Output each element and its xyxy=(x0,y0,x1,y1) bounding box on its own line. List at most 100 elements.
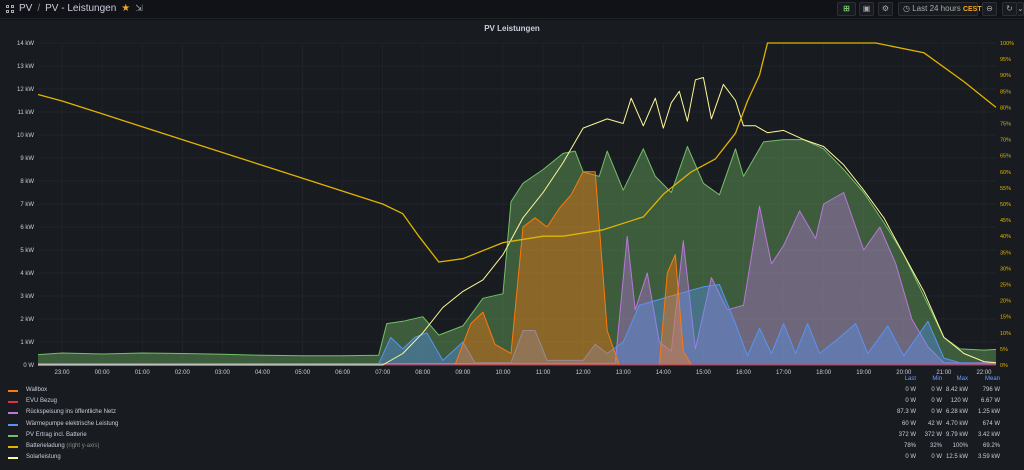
legend-series-name[interactable]: Rückspeisung ins öffentliche Netz xyxy=(26,409,116,415)
legend-value-max: 6.28 kW xyxy=(945,409,968,416)
time-range-label: Last 24 hours xyxy=(912,4,961,13)
gear-icon[interactable]: ⚙ xyxy=(878,2,893,16)
x-tick-label: 08:00 xyxy=(415,370,431,376)
share-icon[interactable]: ⇲ xyxy=(135,3,143,13)
legend-value-max: 120 W xyxy=(950,398,968,405)
y-left-tick-label: 14 kW xyxy=(17,41,34,47)
save-icon[interactable]: ▣ xyxy=(859,2,874,16)
legend-row[interactable]: Rückspeisung ins öffentliche Netz 87.3 W 0… xyxy=(6,407,1016,419)
legend-row[interactable]: Batterieladung (right y-axis) 78% 32% 100% 6… xyxy=(6,441,1016,453)
star-icon[interactable]: ★ xyxy=(121,3,131,14)
legend-value-min: 42 W xyxy=(927,420,942,427)
add-panel-button[interactable]: ⊞ xyxy=(837,2,856,16)
series-area-wallbox xyxy=(38,171,996,365)
legend-value-mean: 674 W xyxy=(982,420,1000,427)
zoom-out-icon[interactable]: ⊖ xyxy=(982,2,997,16)
x-tick-label: 00:00 xyxy=(95,370,111,376)
legend-value-last: 372 W xyxy=(898,431,916,438)
legend-value-max: 4.70 kW xyxy=(945,420,968,427)
series-line-wallbox[interactable] xyxy=(38,171,996,366)
legend-column-min[interactable]: Min xyxy=(932,376,942,382)
legend-value-min: 372 W xyxy=(924,431,942,438)
breadcrumb-folder[interactable]: PV xyxy=(19,3,33,14)
series-line-batterieladung[interactable] xyxy=(37,42,997,263)
x-tick-label: 23:00 xyxy=(55,370,71,376)
legend-swatch xyxy=(8,412,18,415)
series-area-r-ckspeisung-ins-ffentliche-netz xyxy=(38,192,996,365)
breadcrumb-dashboard[interactable]: PV - Leistungen xyxy=(45,3,117,14)
panel-title: PV Leistungen xyxy=(484,24,540,33)
y-right-tick-label: 30% xyxy=(1000,266,1011,272)
y-right-tick-label: 95% xyxy=(1000,57,1011,63)
y-right-tick-label: 40% xyxy=(1000,234,1011,240)
x-tick-label: 19:00 xyxy=(856,370,872,376)
series-line-r-ckspeisung-ins-ffentliche-netz[interactable] xyxy=(37,192,997,365)
x-tick-label: 17:00 xyxy=(776,370,792,376)
y-left-tick-label: 4 kW xyxy=(20,271,34,277)
legend-value-mean: 3.42 kW xyxy=(977,431,1000,438)
legend-column-max[interactable]: Max xyxy=(956,376,968,382)
y-right-tick-label: 55% xyxy=(1000,186,1011,192)
y-right-tick-label: 15% xyxy=(1000,315,1011,321)
y-left-tick-label: 12 kW xyxy=(17,87,34,93)
x-tick-label: 12:00 xyxy=(576,370,592,376)
legend-row[interactable]: PV Ertrag incl. Batterie 372 W 372 W 9.79 k… xyxy=(6,430,1016,442)
refresh-icon[interactable]: ↻ xyxy=(1002,2,1017,16)
legend-column-mean[interactable]: Mean xyxy=(984,376,1000,382)
y-left-tick-label: 11 kW xyxy=(17,110,34,116)
apps-grid-icon[interactable] xyxy=(6,4,14,13)
legend-swatch xyxy=(8,423,18,426)
legend-value-min: 0 W xyxy=(931,398,942,405)
legend-column-last[interactable]: Last xyxy=(904,376,916,382)
graph-panel xyxy=(0,20,1024,470)
y-left-tick-label: 0 W xyxy=(23,363,34,369)
legend-series-name[interactable]: Wärmepumpe elektrische Leistung xyxy=(26,421,118,427)
series-line-solarleistung[interactable] xyxy=(38,77,997,366)
legend-value-mean: 796 W xyxy=(982,387,1000,393)
legend-swatch xyxy=(8,457,18,460)
x-tick-label: 01:00 xyxy=(135,370,151,376)
legend-series-label: Wärmepumpe elektrische Leistung xyxy=(26,420,119,427)
x-tick-label: 11:00 xyxy=(536,370,551,376)
legend-series-label: Batterieladung xyxy=(26,443,65,449)
x-tick-label: 21:00 xyxy=(936,370,952,376)
y-right-tick-label: 5% xyxy=(1000,347,1008,353)
legend-value-mean: 6.67 W xyxy=(980,398,1000,405)
legend-swatch xyxy=(8,401,18,404)
legend-series-name[interactable]: EVU Bezug xyxy=(26,398,57,404)
y-left-tick-label: 13 kW xyxy=(17,64,34,70)
legend-swatch xyxy=(8,434,18,437)
clock-icon: ◷ xyxy=(903,4,910,13)
legend-series-label: PV Ertrag incl. Batterie xyxy=(26,431,87,438)
series-area-w-rmepumpe-elektrische-leistung xyxy=(38,284,996,365)
y-left-tick-label: 8 kW xyxy=(20,179,34,185)
x-tick-label: 10:00 xyxy=(495,370,511,376)
y-right-tick-label: 75% xyxy=(1000,122,1011,128)
breadcrumb-separator: / xyxy=(37,3,41,14)
legend-series-name[interactable]: Batterieladung (right y-axis) xyxy=(26,443,99,449)
timezone-label: CEST xyxy=(962,6,982,13)
legend-series-name[interactable]: PV Ertrag incl. Batterie xyxy=(26,432,87,438)
x-tick-label: 02:00 xyxy=(175,370,191,376)
x-tick-label: 05:00 xyxy=(295,370,311,376)
legend-value-last: 87.3 W xyxy=(896,409,916,416)
x-tick-label: 22:00 xyxy=(976,370,992,376)
y-left-tick-label: 6 kW xyxy=(20,225,34,231)
legend-series-name[interactable]: Solarleistung xyxy=(26,454,61,460)
series-line-w-rmepumpe-elektrische-leistung[interactable] xyxy=(38,284,997,365)
legend-row[interactable]: EVU Bezug 0 W 0 W 120 W 6.67 W xyxy=(6,396,1016,408)
legend-value-last: 78% xyxy=(903,443,916,449)
series-line-pv-ertrag-incl-batterie[interactable] xyxy=(37,139,997,357)
y-right-tick-label: 100% xyxy=(1000,41,1014,47)
legend-value-last: 60 W xyxy=(901,420,916,427)
x-tick-label: 18:00 xyxy=(816,370,832,376)
legend-value-mean: 1.25 kW xyxy=(977,409,1000,416)
legend-value-min: 32% xyxy=(929,443,942,449)
legend-value-last: 0 W xyxy=(905,387,916,393)
legend-series-name[interactable]: Wallbox xyxy=(26,387,47,393)
legend-series-label: EVU Bezug xyxy=(26,398,58,405)
